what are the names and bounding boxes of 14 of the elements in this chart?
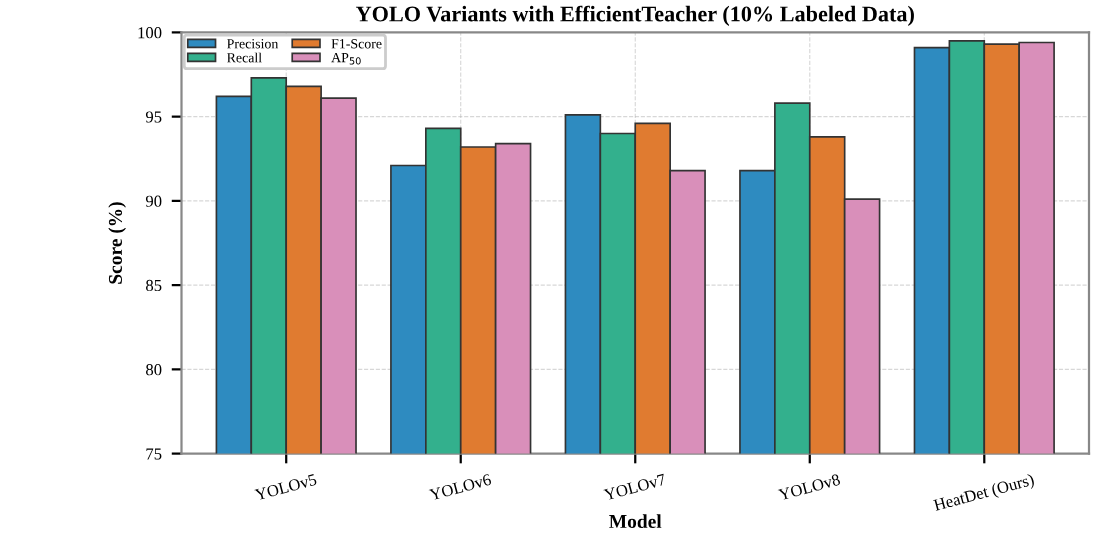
x-axis-title: Model [609,514,662,529]
y-tick-label: 90 [145,195,162,207]
y-tick-label: 80 [146,364,162,376]
chart-title: YOLO Variants with EfficientTeacher (10% Labeled Data) [355,5,914,27]
x-tick-label: YOLOv5 [254,473,318,501]
x-tick-label: HeatDet (Ours) [932,473,1036,515]
y-tick-label: 100 [138,27,162,39]
x-tick-label: YOLOv7 [603,473,667,501]
y-axis-title: Score (%) [108,202,126,284]
y-tick-label: 85 [146,279,162,292]
y-tick-label: 75 [146,448,162,460]
y-tick-label: 95 [145,111,162,123]
x-tick-label: YOLOv6 [428,473,492,501]
x-tick-label: YOLOv8 [777,473,841,501]
